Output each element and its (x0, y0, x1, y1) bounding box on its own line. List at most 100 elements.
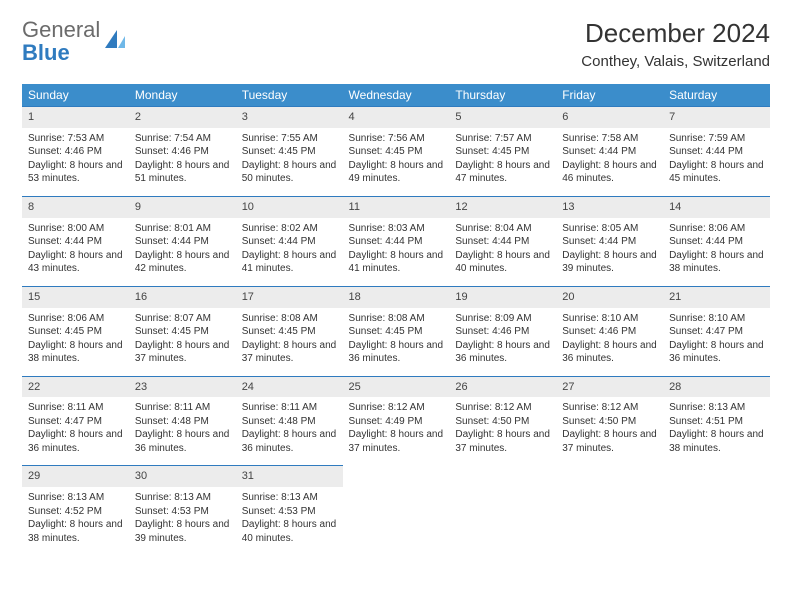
day-number: 11 (343, 196, 450, 218)
sunrise-line: Sunrise: 8:03 AM (349, 222, 444, 236)
sunset-line: Sunset: 4:45 PM (28, 325, 123, 339)
daylight-line: Daylight: 8 hours and 38 minutes. (28, 339, 123, 366)
dow-header: Wednesday (343, 84, 450, 106)
day-number: 20 (556, 286, 663, 308)
sunset-line: Sunset: 4:44 PM (135, 235, 230, 249)
day-number: 7 (663, 106, 770, 128)
sunset-line: Sunset: 4:49 PM (349, 415, 444, 429)
page-title: December 2024 (581, 18, 770, 49)
sunrise-line: Sunrise: 8:07 AM (135, 312, 230, 326)
daylight-line: Daylight: 8 hours and 41 minutes. (242, 249, 337, 276)
sunrise-line: Sunrise: 7:55 AM (242, 132, 337, 146)
day-number: 18 (343, 286, 450, 308)
day-body: Sunrise: 8:06 AMSunset: 4:44 PMDaylight:… (663, 218, 770, 286)
daylight-line: Daylight: 8 hours and 36 minutes. (562, 339, 657, 366)
sunrise-line: Sunrise: 7:58 AM (562, 132, 657, 146)
day-body: Sunrise: 7:53 AMSunset: 4:46 PMDaylight:… (22, 128, 129, 196)
sunrise-line: Sunrise: 7:54 AM (135, 132, 230, 146)
daylight-line: Daylight: 8 hours and 38 minutes. (28, 518, 123, 545)
calendar-table: SundayMondayTuesdayWednesdayThursdayFrid… (22, 84, 770, 555)
day-number: 10 (236, 196, 343, 218)
calendar-day-cell: 14Sunrise: 8:06 AMSunset: 4:44 PMDayligh… (663, 196, 770, 286)
day-number: 16 (129, 286, 236, 308)
day-body: Sunrise: 7:59 AMSunset: 4:44 PMDaylight:… (663, 128, 770, 196)
sunset-line: Sunset: 4:53 PM (135, 505, 230, 519)
sunrise-line: Sunrise: 8:08 AM (242, 312, 337, 326)
day-number: 19 (449, 286, 556, 308)
daylight-line: Daylight: 8 hours and 37 minutes. (455, 428, 550, 455)
sunset-line: Sunset: 4:45 PM (349, 325, 444, 339)
day-number: 15 (22, 286, 129, 308)
day-body: Sunrise: 8:12 AMSunset: 4:49 PMDaylight:… (343, 397, 450, 465)
daylight-line: Daylight: 8 hours and 36 minutes. (135, 428, 230, 455)
sunrise-line: Sunrise: 7:53 AM (28, 132, 123, 146)
day-number: 28 (663, 376, 770, 398)
sunset-line: Sunset: 4:45 PM (349, 145, 444, 159)
day-body: Sunrise: 8:12 AMSunset: 4:50 PMDaylight:… (449, 397, 556, 465)
dow-header: Sunday (22, 84, 129, 106)
calendar-day-cell: .. (556, 465, 663, 555)
dow-header: Thursday (449, 84, 556, 106)
calendar-week-row: 1Sunrise: 7:53 AMSunset: 4:46 PMDaylight… (22, 106, 770, 196)
sunrise-line: Sunrise: 8:09 AM (455, 312, 550, 326)
sunset-line: Sunset: 4:44 PM (562, 235, 657, 249)
calendar-day-cell: 6Sunrise: 7:58 AMSunset: 4:44 PMDaylight… (556, 106, 663, 196)
sunrise-line: Sunrise: 8:10 AM (669, 312, 764, 326)
calendar-day-cell: 1Sunrise: 7:53 AMSunset: 4:46 PMDaylight… (22, 106, 129, 196)
calendar-day-cell: 13Sunrise: 8:05 AMSunset: 4:44 PMDayligh… (556, 196, 663, 286)
sunset-line: Sunset: 4:51 PM (669, 415, 764, 429)
calendar-day-cell: 4Sunrise: 7:56 AMSunset: 4:45 PMDaylight… (343, 106, 450, 196)
sunset-line: Sunset: 4:44 PM (669, 145, 764, 159)
calendar-day-cell: .. (663, 465, 770, 555)
calendar-day-cell: 2Sunrise: 7:54 AMSunset: 4:46 PMDaylight… (129, 106, 236, 196)
sunrise-line: Sunrise: 8:05 AM (562, 222, 657, 236)
sunset-line: Sunset: 4:46 PM (562, 325, 657, 339)
sunrise-line: Sunrise: 8:13 AM (28, 491, 123, 505)
daylight-line: Daylight: 8 hours and 51 minutes. (135, 159, 230, 186)
sunset-line: Sunset: 4:45 PM (455, 145, 550, 159)
daylight-line: Daylight: 8 hours and 45 minutes. (669, 159, 764, 186)
sunset-line: Sunset: 4:50 PM (562, 415, 657, 429)
daylight-line: Daylight: 8 hours and 49 minutes. (349, 159, 444, 186)
calendar-day-cell: 23Sunrise: 8:11 AMSunset: 4:48 PMDayligh… (129, 376, 236, 466)
day-body: Sunrise: 8:00 AMSunset: 4:44 PMDaylight:… (22, 218, 129, 286)
calendar-day-cell: 7Sunrise: 7:59 AMSunset: 4:44 PMDaylight… (663, 106, 770, 196)
calendar-day-cell: 12Sunrise: 8:04 AMSunset: 4:44 PMDayligh… (449, 196, 556, 286)
header: General Blue December 2024 Conthey, Vala… (22, 18, 770, 70)
sunset-line: Sunset: 4:45 PM (135, 325, 230, 339)
sunrise-line: Sunrise: 8:11 AM (28, 401, 123, 415)
sunrise-line: Sunrise: 7:59 AM (669, 132, 764, 146)
sunset-line: Sunset: 4:46 PM (455, 325, 550, 339)
day-body: Sunrise: 8:02 AMSunset: 4:44 PMDaylight:… (236, 218, 343, 286)
dow-header: Tuesday (236, 84, 343, 106)
logo-word-1: General (22, 17, 100, 42)
sunrise-line: Sunrise: 8:04 AM (455, 222, 550, 236)
daylight-line: Daylight: 8 hours and 41 minutes. (349, 249, 444, 276)
calendar-day-cell: .. (449, 465, 556, 555)
sunrise-line: Sunrise: 8:13 AM (135, 491, 230, 505)
logo-word-2: Blue (22, 40, 70, 65)
day-body: Sunrise: 8:12 AMSunset: 4:50 PMDaylight:… (556, 397, 663, 465)
day-body: Sunrise: 8:04 AMSunset: 4:44 PMDaylight:… (449, 218, 556, 286)
day-body: Sunrise: 8:11 AMSunset: 4:48 PMDaylight:… (236, 397, 343, 465)
daylight-line: Daylight: 8 hours and 53 minutes. (28, 159, 123, 186)
day-body: Sunrise: 8:08 AMSunset: 4:45 PMDaylight:… (343, 308, 450, 376)
title-block: December 2024 Conthey, Valais, Switzerla… (581, 18, 770, 70)
day-body: Sunrise: 7:57 AMSunset: 4:45 PMDaylight:… (449, 128, 556, 196)
day-number: 17 (236, 286, 343, 308)
day-body: Sunrise: 7:56 AMSunset: 4:45 PMDaylight:… (343, 128, 450, 196)
sunrise-line: Sunrise: 8:13 AM (669, 401, 764, 415)
sunset-line: Sunset: 4:50 PM (455, 415, 550, 429)
calendar-day-cell: 3Sunrise: 7:55 AMSunset: 4:45 PMDaylight… (236, 106, 343, 196)
calendar-day-cell: 31Sunrise: 8:13 AMSunset: 4:53 PMDayligh… (236, 465, 343, 555)
calendar-day-cell: 26Sunrise: 8:12 AMSunset: 4:50 PMDayligh… (449, 376, 556, 466)
day-number: 1 (22, 106, 129, 128)
calendar-week-row: 29Sunrise: 8:13 AMSunset: 4:52 PMDayligh… (22, 465, 770, 555)
daylight-line: Daylight: 8 hours and 37 minutes. (135, 339, 230, 366)
day-number: 8 (22, 196, 129, 218)
daylight-line: Daylight: 8 hours and 36 minutes. (349, 339, 444, 366)
calendar-day-cell: 30Sunrise: 8:13 AMSunset: 4:53 PMDayligh… (129, 465, 236, 555)
day-number: 13 (556, 196, 663, 218)
day-number: 30 (129, 465, 236, 487)
day-number: 26 (449, 376, 556, 398)
